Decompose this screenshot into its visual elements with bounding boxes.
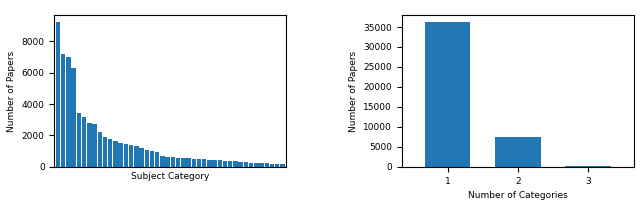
- Bar: [56, 22, 60, 167]
- Bar: [171, 158, 175, 167]
- Bar: [270, 164, 274, 167]
- Bar: [565, 166, 611, 167]
- Bar: [191, 159, 196, 167]
- Bar: [223, 161, 227, 167]
- Bar: [103, 137, 108, 167]
- Bar: [244, 162, 248, 167]
- Bar: [181, 158, 186, 167]
- Bar: [254, 163, 259, 167]
- Bar: [108, 139, 113, 167]
- Bar: [61, 54, 65, 167]
- Bar: [113, 141, 118, 167]
- Bar: [118, 143, 123, 167]
- Bar: [218, 160, 222, 167]
- Bar: [140, 148, 144, 167]
- Bar: [134, 146, 138, 167]
- X-axis label: Subject Category: Subject Category: [131, 172, 209, 181]
- Bar: [67, 57, 70, 167]
- Bar: [165, 157, 170, 167]
- Bar: [275, 164, 280, 167]
- Bar: [207, 160, 212, 167]
- Bar: [124, 144, 128, 167]
- Bar: [176, 158, 180, 167]
- Bar: [212, 160, 217, 167]
- X-axis label: Number of Categories: Number of Categories: [468, 191, 568, 200]
- Bar: [264, 163, 269, 167]
- Bar: [196, 159, 201, 167]
- Bar: [160, 156, 164, 167]
- Bar: [155, 152, 159, 167]
- Bar: [87, 123, 92, 167]
- Bar: [425, 22, 470, 167]
- Bar: [92, 125, 97, 167]
- Bar: [82, 117, 86, 167]
- Bar: [186, 158, 191, 167]
- Bar: [150, 151, 154, 167]
- Y-axis label: Number of Papers: Number of Papers: [7, 50, 16, 132]
- Bar: [259, 163, 264, 167]
- Bar: [495, 137, 541, 167]
- Bar: [202, 159, 206, 167]
- Bar: [97, 132, 102, 167]
- Bar: [145, 150, 149, 167]
- Bar: [72, 68, 76, 167]
- Bar: [239, 162, 243, 167]
- Bar: [129, 145, 133, 167]
- Bar: [228, 161, 232, 167]
- Bar: [233, 161, 237, 167]
- Y-axis label: Number of Papers: Number of Papers: [349, 50, 358, 132]
- Bar: [77, 113, 81, 167]
- Bar: [280, 164, 285, 167]
- Bar: [249, 162, 253, 167]
